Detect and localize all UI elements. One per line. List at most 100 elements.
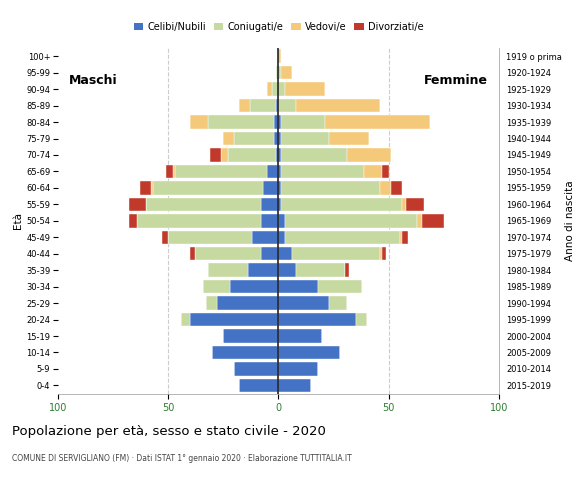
Bar bbox=[129, 198, 146, 211]
Bar bbox=[422, 214, 444, 228]
Bar bbox=[137, 214, 261, 228]
Bar bbox=[267, 165, 278, 178]
Bar bbox=[221, 148, 228, 162]
Bar bbox=[129, 214, 137, 228]
Bar bbox=[281, 66, 292, 79]
Bar bbox=[318, 280, 362, 293]
Bar bbox=[210, 148, 221, 162]
Bar bbox=[281, 132, 329, 145]
Bar bbox=[382, 247, 386, 261]
Y-axis label: Età: Età bbox=[13, 212, 23, 229]
Bar bbox=[190, 115, 208, 129]
Bar bbox=[285, 230, 400, 244]
Bar bbox=[278, 280, 318, 293]
Bar bbox=[252, 230, 278, 244]
Bar bbox=[212, 346, 278, 359]
Bar bbox=[281, 181, 380, 194]
Bar bbox=[276, 66, 278, 79]
Bar bbox=[380, 247, 382, 261]
Bar bbox=[278, 99, 296, 112]
Bar bbox=[345, 264, 349, 277]
Bar bbox=[400, 230, 402, 244]
Bar bbox=[285, 214, 417, 228]
Bar bbox=[278, 313, 356, 326]
Bar bbox=[239, 379, 278, 392]
Bar bbox=[162, 230, 168, 244]
Bar bbox=[272, 83, 278, 96]
Bar bbox=[217, 296, 278, 310]
Bar bbox=[274, 132, 278, 145]
Bar bbox=[278, 198, 281, 211]
Bar bbox=[329, 132, 369, 145]
Bar bbox=[285, 83, 325, 96]
Bar bbox=[168, 230, 252, 244]
Bar bbox=[182, 313, 190, 326]
Bar bbox=[347, 148, 391, 162]
Bar bbox=[402, 198, 406, 211]
Bar bbox=[325, 115, 430, 129]
Bar bbox=[278, 264, 296, 277]
Bar bbox=[250, 99, 276, 112]
Bar bbox=[153, 181, 263, 194]
Bar bbox=[278, 181, 281, 194]
Bar bbox=[278, 247, 292, 261]
Bar bbox=[278, 148, 281, 162]
Bar bbox=[248, 264, 278, 277]
Bar bbox=[206, 296, 217, 310]
Bar bbox=[278, 230, 285, 244]
Bar bbox=[391, 181, 402, 194]
Bar bbox=[329, 296, 347, 310]
Bar bbox=[223, 132, 234, 145]
Bar bbox=[267, 83, 272, 96]
Bar bbox=[402, 230, 408, 244]
Bar bbox=[151, 181, 153, 194]
Text: Maschi: Maschi bbox=[69, 74, 118, 87]
Bar bbox=[296, 264, 345, 277]
Bar bbox=[278, 329, 322, 343]
Bar bbox=[292, 247, 380, 261]
Bar bbox=[278, 346, 340, 359]
Bar bbox=[234, 132, 274, 145]
Bar bbox=[278, 132, 281, 145]
Bar bbox=[228, 148, 276, 162]
Bar bbox=[278, 379, 311, 392]
Text: COMUNE DI SERVIGLIANO (FM) · Dati ISTAT 1° gennaio 2020 · Elaborazione TUTTITALI: COMUNE DI SERVIGLIANO (FM) · Dati ISTAT … bbox=[12, 454, 351, 463]
Bar bbox=[278, 115, 281, 129]
Bar bbox=[356, 313, 367, 326]
Legend: Celibi/Nubili, Coniugati/e, Vedovi/e, Divorziati/e: Celibi/Nubili, Coniugati/e, Vedovi/e, Di… bbox=[130, 18, 427, 36]
Bar bbox=[382, 165, 389, 178]
Bar bbox=[175, 165, 267, 178]
Bar bbox=[278, 362, 318, 376]
Text: Femmine: Femmine bbox=[424, 74, 488, 87]
Bar bbox=[278, 165, 281, 178]
Bar bbox=[261, 198, 278, 211]
Bar bbox=[239, 99, 250, 112]
Bar bbox=[276, 99, 278, 112]
Bar bbox=[274, 115, 278, 129]
Bar bbox=[276, 148, 278, 162]
Bar bbox=[281, 115, 325, 129]
Bar bbox=[208, 264, 248, 277]
Bar bbox=[263, 181, 278, 194]
Bar bbox=[204, 280, 230, 293]
Bar bbox=[190, 247, 195, 261]
Bar bbox=[166, 165, 173, 178]
Bar bbox=[190, 313, 278, 326]
Bar bbox=[261, 247, 278, 261]
Bar bbox=[140, 181, 151, 194]
Bar bbox=[261, 214, 278, 228]
Bar bbox=[406, 198, 424, 211]
Bar bbox=[417, 214, 422, 228]
Bar bbox=[296, 99, 380, 112]
Bar bbox=[230, 280, 278, 293]
Bar bbox=[281, 148, 347, 162]
Bar bbox=[278, 83, 285, 96]
Bar bbox=[278, 296, 329, 310]
Bar bbox=[278, 49, 281, 63]
Bar bbox=[223, 329, 278, 343]
Bar bbox=[278, 66, 281, 79]
Bar bbox=[281, 165, 364, 178]
Y-axis label: Anno di nascita: Anno di nascita bbox=[565, 180, 575, 261]
Bar bbox=[173, 165, 175, 178]
Bar bbox=[380, 181, 391, 194]
